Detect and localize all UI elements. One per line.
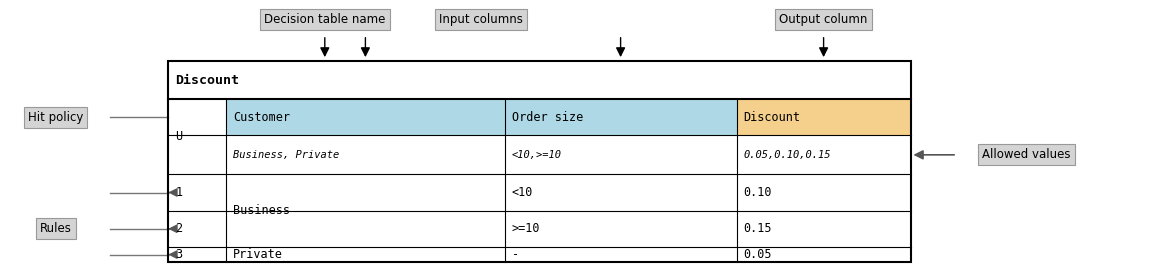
Text: 1: 1 [175,186,182,199]
Text: Business: Business [233,204,290,217]
Text: Hit policy: Hit policy [28,111,84,124]
Text: -: - [512,248,519,261]
Bar [226,99,505,135]
Text: Input columns: Input columns [440,13,523,26]
Bar [168,135,911,262]
Bar [168,61,911,99]
Text: Output column: Output column [780,13,868,26]
Text: <10,>=10: <10,>=10 [512,150,561,160]
Text: Discount: Discount [744,111,800,124]
Bar [737,99,911,135]
Text: Customer: Customer [233,111,290,124]
Text: 0.10: 0.10 [744,186,773,199]
Bar [168,61,911,262]
Text: 2: 2 [175,222,182,235]
Text: Business, Private: Business, Private [233,150,340,160]
Text: Allowed values: Allowed values [983,148,1071,161]
Text: 0.15: 0.15 [744,222,773,235]
Text: 3: 3 [175,248,182,261]
Text: U: U [175,130,182,143]
Text: Decision table name: Decision table name [264,13,385,26]
Bar [505,99,737,135]
Text: <10: <10 [512,186,532,199]
Text: Rules: Rules [39,222,72,235]
Text: Order size: Order size [512,111,582,124]
Text: 0.05,0.10,0.15: 0.05,0.10,0.15 [744,150,831,160]
Text: Discount: Discount [175,74,239,87]
Text: Private: Private [233,248,283,261]
Text: 0.05: 0.05 [744,248,773,261]
Text: >=10: >=10 [512,222,541,235]
